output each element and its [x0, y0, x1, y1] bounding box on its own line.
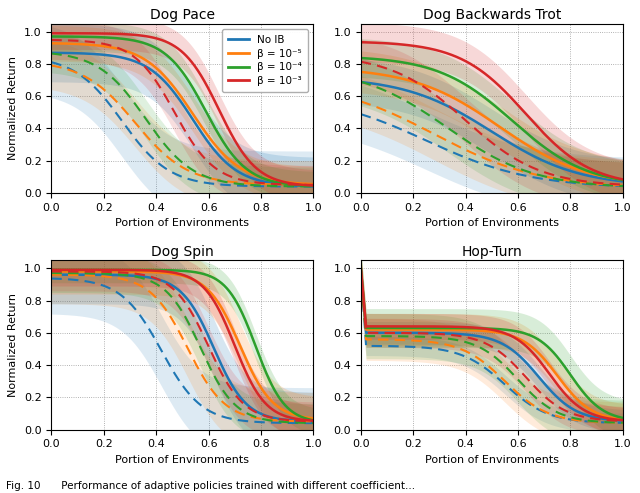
Legend: No IB, β = 10⁻⁵, β = 10⁻⁴, β = 10⁻³: No IB, β = 10⁻⁵, β = 10⁻⁴, β = 10⁻³ — [222, 29, 308, 92]
Title: Dog Backwards Trot: Dog Backwards Trot — [422, 8, 561, 22]
Title: Dog Spin: Dog Spin — [151, 245, 214, 259]
Text: Fig. 10  Performance of adaptive policies trained with different coefficient...: Fig. 10 Performance of adaptive policies… — [6, 481, 415, 491]
Y-axis label: Normalized Return: Normalized Return — [8, 293, 19, 397]
X-axis label: Portion of Environments: Portion of Environments — [115, 218, 250, 228]
X-axis label: Portion of Environments: Portion of Environments — [115, 455, 250, 465]
Title: Dog Pace: Dog Pace — [150, 8, 215, 22]
X-axis label: Portion of Environments: Portion of Environments — [425, 218, 559, 228]
Y-axis label: Normalized Return: Normalized Return — [8, 56, 19, 160]
Title: Hop-Turn: Hop-Turn — [461, 245, 522, 259]
X-axis label: Portion of Environments: Portion of Environments — [425, 455, 559, 465]
